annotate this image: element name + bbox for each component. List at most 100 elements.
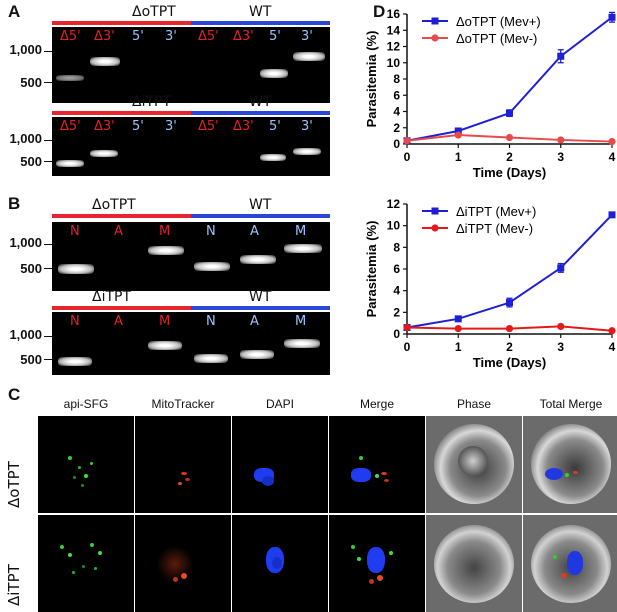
group-bar-red <box>52 21 191 25</box>
data-point <box>608 327 616 335</box>
group-bar-blue <box>191 306 330 310</box>
gel-a-bottom: Δ5' Δ3' 5' 3' Δ5' Δ3' 5' 3' <box>52 117 330 176</box>
data-point <box>454 315 462 323</box>
gel-band <box>148 246 184 255</box>
y-tick-label: 4 <box>393 284 400 298</box>
data-point <box>403 137 411 145</box>
lane-label: Δ5' <box>60 29 81 44</box>
gel-band <box>56 160 84 167</box>
gel-a-bottom-header: ΔiTPT WT <box>52 94 330 118</box>
lane-label: M <box>159 314 171 329</box>
x-axis-label: Time (Days) <box>473 355 546 370</box>
data-point <box>403 323 411 332</box>
x-tick-label: 4 <box>609 150 616 164</box>
x-axis-label: Time (Days) <box>473 165 546 180</box>
gel-group-name-left: ΔoTPT <box>132 4 176 20</box>
x-tick-label: 1 <box>455 340 462 354</box>
gel-b-top: N A M N A M <box>52 222 330 291</box>
y-tick-label: 16 <box>387 7 401 21</box>
legend-swatch-marker <box>431 224 439 232</box>
marker-500: 500 <box>20 261 42 276</box>
marker-500: 500 <box>20 352 42 367</box>
micro-image-total-merge <box>523 416 617 513</box>
gel-band <box>148 341 182 350</box>
marker-1000: 1,000 <box>9 42 42 57</box>
y-tick-label: 2 <box>393 121 400 135</box>
gel-a-top-header: ΔoTPT WT <box>52 4 330 28</box>
panel-label-d: D <box>373 2 386 21</box>
x-tick-label: 3 <box>557 340 564 354</box>
marker-tick <box>44 82 52 83</box>
micro-image-api-sfg <box>38 515 134 612</box>
lane-label: 3' <box>301 119 313 134</box>
x-tick-label: 0 <box>404 150 411 164</box>
micro-image-mitotracker <box>135 515 231 612</box>
lane-label: A <box>114 224 123 239</box>
data-point <box>557 264 565 272</box>
lane-label: Δ3' <box>233 119 254 134</box>
y-tick-label: 12 <box>387 40 401 54</box>
marker-1000: 1,000 <box>9 327 42 342</box>
gel-b-bottom-header: ΔiTPT WT <box>52 289 330 313</box>
gel-band <box>284 339 320 348</box>
x-tick-label: 1 <box>455 150 462 164</box>
data-point <box>608 13 616 21</box>
marker-500: 500 <box>20 154 42 169</box>
lane-label: 3' <box>301 29 313 44</box>
legend-label: ΔoTPT (Mev+) <box>456 14 541 29</box>
data-point <box>557 52 565 60</box>
y-tick-label: 0 <box>393 137 400 151</box>
gel-band <box>90 150 118 157</box>
gel-band <box>194 262 230 271</box>
lane-label: M <box>295 314 307 329</box>
data-point <box>506 109 513 117</box>
y-tick-label: 10 <box>387 219 401 233</box>
micro-col-header: DAPI <box>265 397 294 411</box>
panel-label-a: A <box>8 2 21 21</box>
data-point <box>506 299 513 307</box>
y-tick-label: 4 <box>393 105 400 119</box>
gel-band <box>58 357 92 366</box>
y-tick-label: 2 <box>393 305 400 319</box>
x-tick-label: 2 <box>506 150 513 164</box>
gel-band <box>56 75 84 81</box>
group-bar-red <box>52 111 191 115</box>
lane-label: Δ3' <box>233 29 254 44</box>
marker-tick <box>44 161 52 162</box>
gel-b-top-header: ΔoTPT WT <box>52 197 330 221</box>
gel-group-name-right: WT <box>249 94 272 110</box>
gel-group-name-right: WT <box>249 4 272 20</box>
y-tick-label: 14 <box>387 23 401 37</box>
lane-label: N <box>70 224 80 239</box>
micro-image-total-merge <box>523 515 617 612</box>
legend-label: ΔiTPT (Mev-) <box>456 221 533 236</box>
gel-group-name-left: ΔiTPT <box>132 94 172 110</box>
gel-band <box>194 354 228 363</box>
legend-swatch-marker <box>431 17 439 25</box>
y-tick-label: 8 <box>393 240 400 254</box>
micro-image-api-sfg <box>38 416 134 513</box>
panel-label-c: C <box>8 385 21 404</box>
data-point <box>454 127 462 135</box>
marker-tick <box>44 51 52 52</box>
gel-group-name-left: ΔiTPT <box>92 289 132 305</box>
group-bar-red <box>52 306 191 310</box>
micro-image-merge <box>329 515 425 612</box>
lane-label: N <box>206 224 216 239</box>
micro-image-phase <box>426 515 522 612</box>
gel-band <box>240 255 276 264</box>
gel-group-name-right: WT <box>249 289 272 305</box>
y-tick-label: 6 <box>393 262 400 276</box>
legend-swatch-marker <box>431 34 439 42</box>
lane-label: A <box>250 224 259 239</box>
lane-label: Δ3' <box>94 29 115 44</box>
group-bar-blue <box>191 111 330 115</box>
marker-1000: 1,000 <box>9 131 42 146</box>
gel-band <box>260 154 286 161</box>
marker-tick <box>44 244 52 245</box>
legend-swatch-marker <box>431 207 439 215</box>
data-point <box>454 324 462 333</box>
micro-image-mitotracker <box>135 416 231 513</box>
lane-label: N <box>70 314 80 329</box>
